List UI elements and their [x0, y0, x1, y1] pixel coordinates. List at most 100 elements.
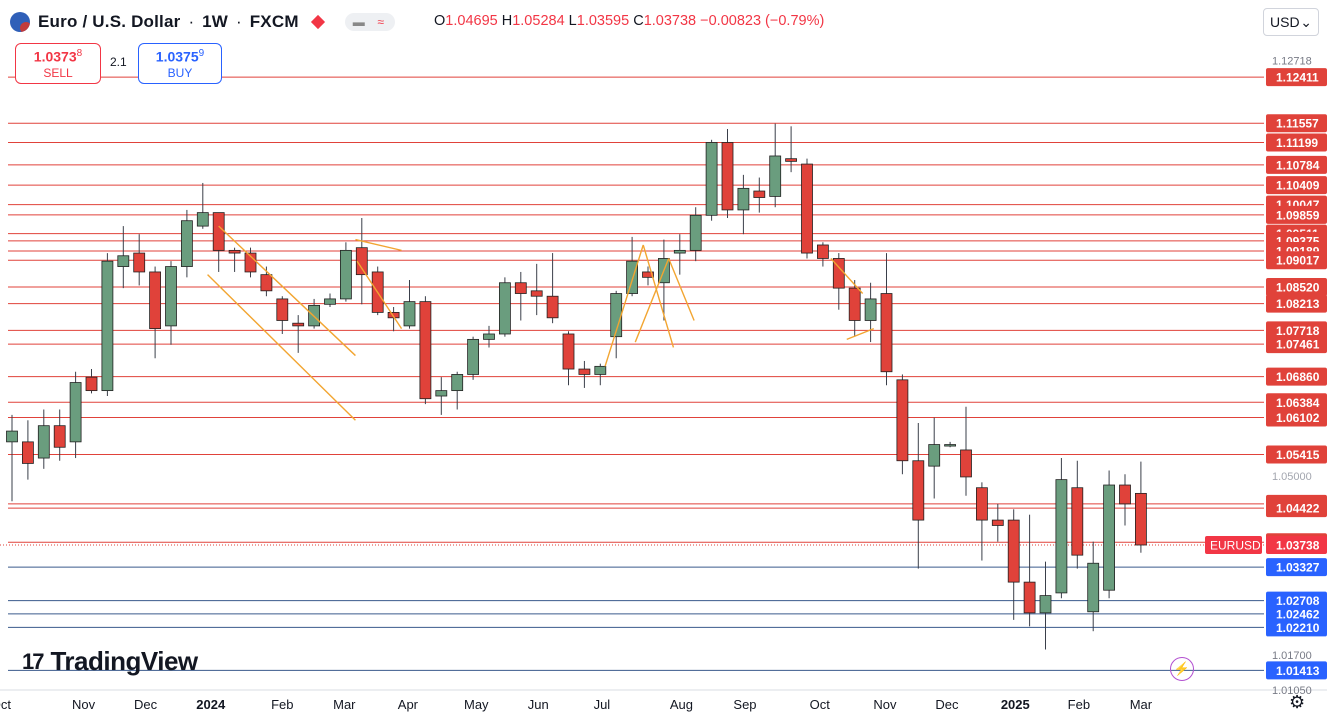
logo-text: TradingView: [50, 646, 198, 676]
level-label: 1.09017: [1276, 254, 1320, 268]
market-status-icon[interactable]: [310, 14, 325, 30]
candle-body: [769, 155, 782, 197]
exchange-label: FXCM: [249, 12, 299, 31]
symbol-tag-box: [1205, 536, 1262, 555]
time-tick-label: Dec: [134, 697, 158, 712]
level-label: 1.08213: [1276, 297, 1320, 311]
candle-body: [976, 487, 988, 521]
candle-body: [817, 244, 829, 259]
last-price-label: 1.03738: [1276, 539, 1320, 553]
level-label: 1.07461: [1276, 338, 1320, 352]
time-tick-label: Feb: [271, 697, 293, 712]
chevron-down-icon: ⌄: [1300, 13, 1312, 30]
level-label: 1.09859: [1276, 208, 1320, 222]
candle-body: [1023, 581, 1036, 614]
level-label: 1.10784: [1276, 158, 1320, 172]
level-label-box: [1266, 661, 1327, 680]
candle-body: [737, 187, 750, 211]
buy-button[interactable]: 1.03759 BUY: [138, 43, 222, 84]
level-label-box: [1266, 367, 1327, 386]
tradingview-logo[interactable]: 17 TradingView: [22, 646, 198, 677]
candle-body: [180, 220, 193, 267]
candle-body: [196, 212, 209, 227]
candle-body: [1103, 484, 1115, 591]
sell-label: SELL: [43, 65, 73, 80]
time-tick-label: Oct: [0, 697, 11, 712]
trend-line: [604, 244, 644, 367]
candle-body: [212, 212, 225, 251]
candle-body: [864, 298, 877, 321]
level-label: 1.02462: [1276, 607, 1320, 621]
candle-body: [785, 158, 797, 162]
level-label: 1.08520: [1276, 281, 1320, 295]
logo-mark: 17: [22, 648, 45, 674]
candle-body: [149, 271, 162, 329]
candle-body: [578, 368, 591, 375]
candle-body: [753, 190, 766, 198]
minus-icon[interactable]: ▬: [352, 15, 365, 29]
high-value: 1.05284: [512, 13, 565, 29]
interval-label[interactable]: 1W: [202, 12, 229, 31]
candle-body: [451, 374, 464, 392]
time-tick-label: Dec: [935, 697, 959, 712]
time-tick-label: Aug: [670, 697, 693, 712]
change-value: −0.00823 (−0.79%): [700, 13, 825, 29]
gear-icon[interactable]: ⚙: [1289, 692, 1306, 712]
candle-body: [801, 163, 813, 254]
wave-icon[interactable]: ≈: [377, 15, 384, 29]
symbol-header[interactable]: Euro / U.S. Dollar · 1W · FXCM ▬ ≈: [10, 8, 395, 36]
level-label-box: [1266, 176, 1327, 195]
candle-body: [133, 252, 146, 273]
time-tick-label: Jun: [528, 697, 549, 712]
candle-body: [1135, 492, 1147, 546]
header-separator: ·: [236, 12, 242, 31]
time-tick-label: Mar: [1130, 697, 1153, 712]
candle-body: [467, 338, 480, 375]
sell-button[interactable]: 1.03738 SELL: [15, 43, 101, 84]
price-tick-label: 1.01700: [1272, 650, 1312, 662]
last-price-box: [1266, 536, 1327, 555]
level-label-box: [1266, 294, 1327, 313]
candle-body: [244, 252, 257, 273]
header-separator: ·: [188, 12, 195, 31]
candle-body: [260, 274, 273, 292]
level-label: 1.06860: [1276, 370, 1320, 384]
level-label-box: [1266, 155, 1327, 174]
candle-body: [960, 449, 972, 478]
buy-price: 1.0375: [155, 48, 199, 65]
candle-body: [21, 441, 34, 464]
candle-body: [117, 255, 130, 267]
bolt-icon[interactable]: ⚡: [1170, 657, 1194, 681]
candle-body: [530, 290, 543, 297]
candle-body: [673, 249, 686, 254]
level-label: 1.12411: [1276, 71, 1319, 85]
trend-line: [207, 274, 356, 421]
level-label: 1.02708: [1276, 594, 1320, 608]
trend-line: [642, 244, 675, 348]
candle-body: [705, 142, 718, 216]
candle-body: [101, 260, 114, 392]
indicator-toggle[interactable]: ▬ ≈: [344, 13, 395, 31]
level-label-box: [1266, 408, 1327, 427]
time-tick-label: May: [464, 697, 489, 712]
level-label: 1.04422: [1276, 502, 1320, 516]
time-tick-label: 2024: [196, 697, 226, 712]
candle-body: [37, 425, 50, 459]
currency-select[interactable]: USD ⌄: [1263, 8, 1319, 36]
candle-body: [292, 322, 305, 327]
candle-body: [85, 376, 98, 392]
eur-usd-flag-icon: [10, 12, 30, 32]
candle-body: [419, 301, 432, 400]
candle-body: [546, 295, 559, 319]
time-tick-label: Jul: [594, 697, 611, 712]
candle-body: [928, 444, 941, 467]
ohlc-readout: O1.04695 H1.05284 L1.03595 C1.03738 −0.0…: [434, 13, 825, 29]
symbol-title[interactable]: Euro / U.S. Dollar: [38, 12, 181, 31]
level-label: 1.02210: [1276, 621, 1320, 635]
level-label-box: [1266, 499, 1327, 518]
level-label-box: [1266, 278, 1327, 297]
spread-value: 2.1: [110, 55, 127, 69]
candle-body: [1071, 487, 1084, 556]
time-tick-label: Sep: [733, 697, 756, 712]
